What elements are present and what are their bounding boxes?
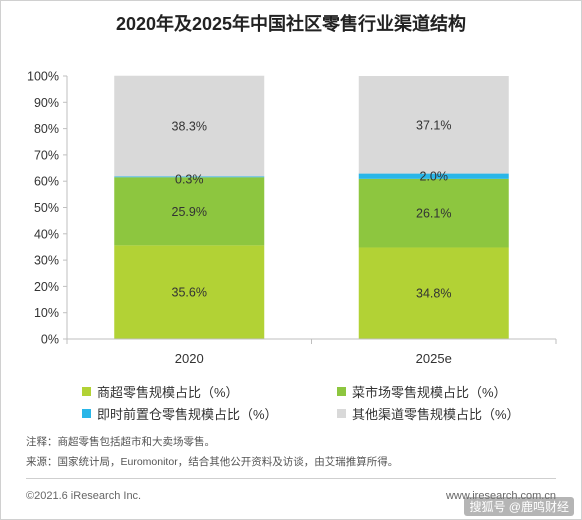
bar-segment-market xyxy=(358,178,509,248)
bar-segment-instant xyxy=(114,176,265,178)
y-tick-label: 60% xyxy=(34,175,59,189)
legend-swatch xyxy=(82,387,91,396)
bar-segment-market xyxy=(114,177,265,246)
y-tick-label: 40% xyxy=(34,227,59,241)
data-label: 37.1% xyxy=(416,118,451,132)
legend-item-instant: 即时前置仓零售规模占比（%） xyxy=(82,404,278,423)
x-axis: 2020 2025e xyxy=(66,338,557,366)
legend-item-other: 其他渠道零售规模占比（%） xyxy=(337,404,520,423)
footer-divider xyxy=(26,478,556,479)
copyright: ©2021.6 iResearch Inc. xyxy=(26,490,142,502)
watermark: 搜狐号 @鹿鸣财经 xyxy=(464,497,574,516)
y-tick-label: 20% xyxy=(34,280,59,294)
y-tick-label: 30% xyxy=(34,254,59,268)
x-tick-label: 2025e xyxy=(416,351,452,366)
legend-swatch xyxy=(337,387,346,396)
data-label: 38.3% xyxy=(172,120,207,134)
y-tick-label: 70% xyxy=(34,148,59,162)
y-tick-label: 50% xyxy=(34,201,59,215)
legend-label: 商超零售规模占比（%） xyxy=(97,385,239,400)
data-label: 26.1% xyxy=(416,207,451,221)
y-tick-label: 10% xyxy=(34,306,59,320)
notes: 注释：商超零售包括超市和大卖场零售。 来源：国家统计局，Euromonitor，… xyxy=(26,432,398,472)
source-text: 来源：国家统计局，Euromonitor，结合其他公开资料及访谈，由艾瑞推算所得… xyxy=(26,456,399,468)
bar-segment-other xyxy=(114,75,265,177)
y-tick-label: 100% xyxy=(27,70,59,84)
legend-swatch xyxy=(337,409,346,418)
legend-item-supermarket: 商超零售规模占比（%） xyxy=(82,382,239,401)
legend-swatch xyxy=(82,409,91,418)
data-label: 25.9% xyxy=(172,205,207,219)
y-tick-label: 0% xyxy=(41,333,59,347)
bar-segment-other xyxy=(358,76,509,174)
bar-segment-supermarket xyxy=(358,247,509,339)
data-label: 34.8% xyxy=(416,287,451,301)
note-text: 注释：商超零售包括超市和大卖场零售。 xyxy=(26,436,215,448)
data-label: 2.0% xyxy=(420,170,449,184)
legend-label: 即时前置仓零售规模占比（%） xyxy=(97,407,278,422)
stacked-bar-chart: 0% 10% 20% 30% 40% 50% 60% 70% 80% 90% 100% 35.6% 2… xyxy=(27,70,557,366)
x-tick-label: 2020 xyxy=(175,351,204,366)
data-label: 35.6% xyxy=(172,286,207,300)
y-axis: 0% 10% 20% 30% 40% 50% 60% 70% 80% 90% 100% xyxy=(27,70,68,347)
y-tick-label: 80% xyxy=(34,122,59,136)
chart-title: 2020年及2025年中国社区零售行业渠道结构 xyxy=(115,14,467,34)
bar-segment-supermarket xyxy=(114,245,265,339)
legend-label: 其他渠道零售规模占比（%） xyxy=(352,407,520,422)
legend-item-market: 菜市场零售规模占比（%） xyxy=(337,382,507,401)
y-tick-label: 90% xyxy=(34,96,59,110)
bars: 35.6% 25.9% 0.3% 38.3% 34.8% 26.1% 2.0% 37.1% xyxy=(114,75,509,339)
bar-segment-instant xyxy=(358,173,509,179)
legend-label: 菜市场零售规模占比（%） xyxy=(352,385,507,400)
data-label: 0.3% xyxy=(175,172,204,186)
